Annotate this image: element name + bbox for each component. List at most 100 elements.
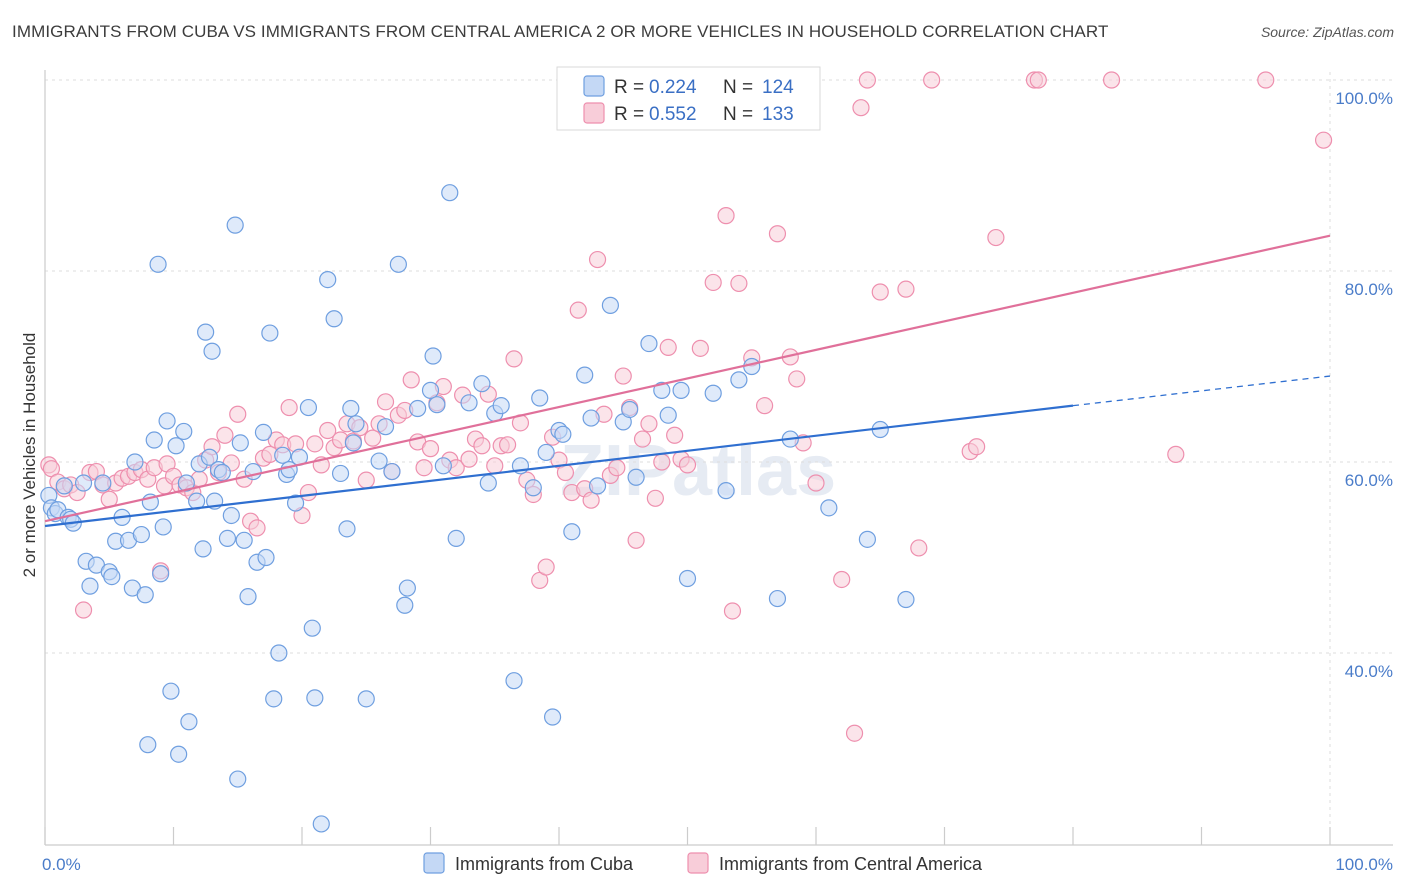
point-cuba	[479, 474, 497, 492]
point-central-america	[755, 397, 774, 415]
point-central-america	[923, 71, 941, 89]
point-cuba	[162, 682, 180, 700]
point-central-america	[1029, 71, 1047, 89]
point-cuba	[136, 586, 154, 604]
point-cuba	[139, 736, 157, 754]
point-cuba	[325, 310, 343, 328]
point-cuba	[441, 184, 459, 202]
point-cuba	[582, 409, 600, 427]
point-cuba	[265, 690, 283, 708]
point-cuba	[274, 446, 292, 464]
legend-central-america-n-label: N =	[723, 104, 753, 125]
legend-central-america-r-label: R =	[614, 104, 644, 125]
point-central-america	[845, 724, 864, 742]
legend-central-america-n-value: 133	[762, 104, 794, 125]
point-cuba	[531, 389, 549, 407]
point-cuba	[563, 523, 581, 541]
point-cuba	[200, 448, 219, 466]
point-central-america	[537, 558, 555, 576]
point-cuba	[331, 464, 350, 483]
point-cuba	[203, 342, 221, 360]
legend-cuba-r-label: R =	[614, 77, 644, 98]
trend-line-central-america	[44, 234, 1331, 523]
point-cuba	[421, 381, 440, 399]
point-central-america	[306, 435, 324, 453]
point-cuba	[145, 431, 163, 449]
point-central-america	[968, 438, 986, 456]
point-cuba	[222, 506, 240, 525]
series-cuba-points	[40, 184, 915, 833]
point-central-america	[569, 301, 587, 319]
point-cuba	[126, 453, 144, 471]
point-cuba	[197, 323, 215, 341]
point-central-america	[364, 429, 382, 447]
point-central-america	[852, 99, 870, 117]
point-central-america	[402, 371, 420, 389]
y-tick-labels: 40.0% 60.0% 80.0% 100.0%	[1335, 89, 1393, 681]
point-central-america	[659, 338, 677, 356]
x-tick-labels: 0.0% 100.0%	[42, 855, 1393, 874]
point-cuba	[94, 474, 112, 492]
point-cuba	[376, 418, 395, 436]
point-cuba	[858, 530, 877, 548]
point-cuba	[601, 296, 620, 314]
point-cuba	[239, 588, 257, 606]
point-central-america	[505, 350, 523, 368]
trend-line-cuba	[44, 404, 1074, 528]
point-cuba	[132, 525, 150, 544]
y-axis-label: 2 or more Vehicles in Household	[20, 333, 39, 578]
point-central-america	[588, 250, 607, 269]
point-central-america	[376, 393, 395, 411]
point-cuba	[820, 499, 838, 517]
legend-cuba-n-value: 124	[762, 77, 794, 98]
point-cuba	[543, 708, 562, 726]
point-cuba	[338, 520, 356, 538]
point-cuba	[460, 394, 478, 412]
legend-box: R = 0.224 N = 124 R = 0.552 N = 133	[556, 66, 821, 131]
trend-line-cuba-extension	[1072, 375, 1331, 407]
point-cuba	[81, 577, 99, 595]
point-central-america	[460, 450, 478, 468]
point-cuba	[424, 347, 442, 365]
point-central-america	[987, 228, 1005, 247]
legend-cuba-r-value: 0.224	[649, 77, 697, 98]
point-cuba	[319, 270, 337, 289]
point-cuba	[537, 443, 555, 462]
point-cuba	[505, 672, 523, 690]
bottom-legend-swatch-central-america	[687, 852, 709, 874]
point-central-america	[858, 71, 877, 89]
point-cuba	[768, 589, 787, 608]
point-central-america	[646, 489, 664, 507]
point-cuba	[640, 334, 658, 353]
point-cuba	[659, 406, 677, 424]
point-central-america	[319, 421, 337, 440]
point-cuba	[347, 415, 365, 433]
y-tick-label: 60.0%	[1345, 471, 1393, 490]
point-central-america	[897, 280, 915, 298]
point-central-america	[666, 426, 684, 444]
point-cuba	[389, 255, 407, 273]
point-cuba	[897, 590, 915, 609]
bottom-legend-swatch-cuba	[423, 852, 445, 874]
point-cuba	[434, 457, 452, 475]
point-cuba	[270, 644, 288, 662]
point-cuba	[524, 479, 542, 497]
point-central-america	[788, 370, 806, 388]
point-central-america	[415, 459, 433, 477]
bottom-legend: Immigrants from Cuba Immigrants from Cen…	[423, 852, 983, 874]
point-cuba	[194, 540, 212, 558]
point-central-america	[704, 273, 722, 292]
point-central-america	[1257, 71, 1275, 89]
point-cuba	[180, 713, 198, 731]
point-cuba	[158, 412, 176, 430]
point-cuba	[74, 474, 93, 492]
point-cuba	[286, 494, 305, 512]
point-cuba	[170, 745, 188, 763]
point-cuba	[370, 452, 388, 470]
bottom-legend-central-america-label: Immigrants from Central America	[719, 854, 983, 874]
x-tick-label: 100.0%	[1335, 855, 1393, 874]
point-central-america	[74, 601, 93, 619]
point-cuba	[152, 565, 170, 583]
point-cuba	[357, 690, 375, 708]
